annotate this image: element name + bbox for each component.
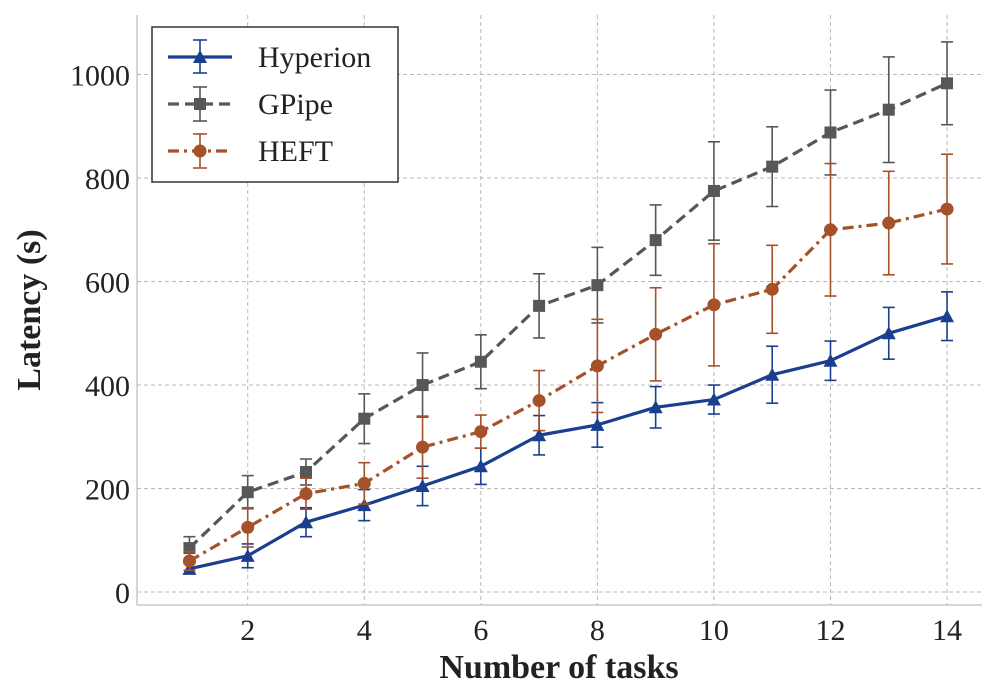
data-point-square xyxy=(882,103,895,116)
data-point-circle xyxy=(940,202,954,216)
series-line-heft xyxy=(188,207,948,563)
data-point-circle xyxy=(182,554,196,568)
series-hyperion xyxy=(182,291,955,575)
data-point-triangle xyxy=(648,400,663,414)
series-line-gpipe xyxy=(188,81,948,550)
axis-layer xyxy=(136,15,982,606)
data-point-square xyxy=(591,279,604,292)
data-point-triangle xyxy=(590,417,605,431)
data-point-square xyxy=(241,486,254,499)
tick-layer: 2 4 6 8 10 12 14 0 200 400 600 800 1000 xyxy=(70,60,962,647)
data-point-circle xyxy=(241,520,255,534)
data-point-square xyxy=(941,77,954,90)
x-tick-label: 12 xyxy=(815,614,845,647)
data-point-square xyxy=(707,184,720,197)
legend-entry-gpipe: GPipe xyxy=(168,86,333,122)
data-point-square xyxy=(824,126,837,139)
y-tick-label: 1000 xyxy=(70,60,130,93)
legend-entry-hyperion: Hyperion xyxy=(168,39,371,74)
y-tick-label: 400 xyxy=(85,370,130,403)
legend-label-heft: HEFT xyxy=(258,135,333,168)
y-axis-title: Latency (s) xyxy=(11,229,48,390)
data-point-square xyxy=(474,355,487,368)
data-point-circle xyxy=(823,223,837,237)
data-point-square xyxy=(300,465,312,478)
data-point-square xyxy=(649,234,662,247)
series-gpipe xyxy=(183,41,954,561)
data-point-circle xyxy=(474,425,488,439)
data-point-triangle xyxy=(881,326,896,340)
x-tick-label: 6 xyxy=(473,614,488,647)
data-point-triangle xyxy=(473,459,488,473)
data-point-square xyxy=(533,299,546,312)
data-point-circle xyxy=(299,487,313,501)
data-point-circle xyxy=(765,282,779,296)
data-point-circle xyxy=(357,476,371,490)
y-tick-label: 0 xyxy=(115,577,130,610)
data-point-circle xyxy=(590,359,604,373)
legend-entry-heft: HEFT xyxy=(168,133,333,169)
x-tick-label: 4 xyxy=(357,614,372,647)
x-tick-label: 10 xyxy=(699,614,729,647)
x-tick-label: 8 xyxy=(590,614,605,647)
data-point-triangle xyxy=(706,392,721,406)
legend-marker-circle xyxy=(193,144,207,158)
y-tick-label: 800 xyxy=(85,163,130,196)
data-point-square xyxy=(766,160,779,173)
data-point-triangle xyxy=(823,353,838,367)
legend-label-gpipe: GPipe xyxy=(258,88,333,121)
data-point-circle xyxy=(707,298,721,312)
data-point-circle xyxy=(416,440,430,454)
data-point-triangle xyxy=(765,367,780,381)
series-line-hyperion xyxy=(189,314,948,571)
data-point-circle xyxy=(882,216,896,230)
data-point-triangle xyxy=(940,309,955,323)
data-point-square xyxy=(358,412,371,425)
data-point-circle xyxy=(532,394,546,408)
x-axis-title: Number of tasks xyxy=(439,649,678,686)
y-tick-label: 200 xyxy=(85,474,130,507)
legend-label-hyperion: Hyperion xyxy=(258,41,371,74)
legend: Hyperion GPipe HEFT xyxy=(151,26,399,183)
x-tick-label: 2 xyxy=(240,614,255,647)
series-heft xyxy=(182,153,954,572)
data-point-triangle xyxy=(240,548,255,562)
x-tick-label: 14 xyxy=(932,614,962,647)
series-layer xyxy=(182,41,955,575)
data-point-triangle xyxy=(299,515,313,529)
y-tick-label: 600 xyxy=(85,267,130,300)
data-point-triangle xyxy=(532,428,547,442)
data-point-triangle xyxy=(415,478,430,492)
data-point-circle xyxy=(649,327,663,341)
legend-marker-square xyxy=(194,98,206,110)
legend-marker-triangle xyxy=(193,50,207,63)
data-point-square xyxy=(416,379,429,392)
